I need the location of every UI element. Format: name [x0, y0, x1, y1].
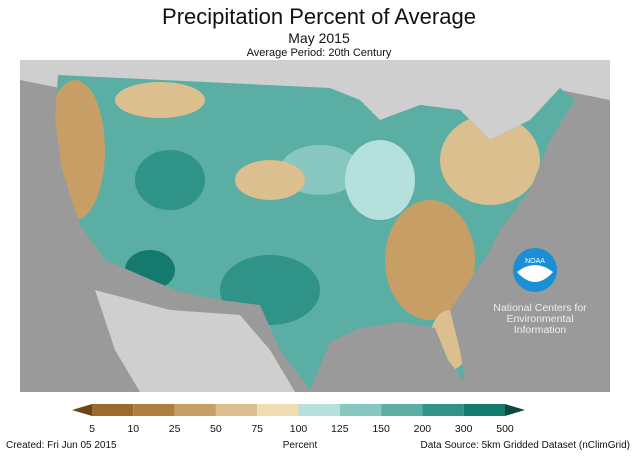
legend-label: Percent	[282, 440, 318, 451]
legend-bin	[257, 404, 299, 416]
color-legend: 5 10 25 50 75 100 125 150 200 300 500	[72, 404, 525, 434]
legend-tick: 25	[169, 423, 181, 434]
legend-over-arrow	[505, 404, 525, 416]
legend-tick: 50	[210, 423, 222, 434]
legend-under-arrow	[72, 404, 92, 416]
average-period: Average Period: 20th Century	[246, 47, 392, 59]
noaa-logo-text: NOAA	[525, 258, 545, 265]
legend-bin	[339, 404, 382, 416]
legend-tick: 75	[251, 423, 263, 434]
mexico	[95, 290, 295, 392]
legend-tick: 5	[89, 423, 95, 434]
legend-bin	[422, 404, 464, 416]
legend-bin	[381, 404, 423, 416]
ncei-label: National Centers for Environmental Infor…	[493, 302, 587, 336]
legend-tick: 10	[127, 423, 139, 434]
conus	[55, 75, 575, 390]
map-subtitle: May 2015	[288, 30, 350, 46]
legend-tick: 500	[496, 423, 514, 434]
legend-tick: 125	[331, 423, 349, 434]
legend-tick: 150	[372, 423, 390, 434]
canada	[20, 60, 610, 140]
legend-tick: 100	[290, 423, 308, 434]
legend-bin	[215, 404, 258, 416]
map-title: Precipitation Percent of Average	[162, 4, 476, 29]
legend-tick: 200	[414, 423, 432, 434]
legend-bin	[92, 404, 134, 416]
data-source: Data Source: 5km Gridded Dataset (nClimG…	[420, 440, 630, 451]
created-date: Created: Fri Jun 05 2015	[6, 440, 117, 451]
legend-bin	[133, 404, 175, 416]
legend-bin	[463, 404, 505, 416]
legend-bin	[174, 404, 216, 416]
legend-tick: 300	[455, 423, 473, 434]
precipitation-map: NOAA	[20, 60, 610, 392]
legend-bin	[298, 404, 340, 416]
